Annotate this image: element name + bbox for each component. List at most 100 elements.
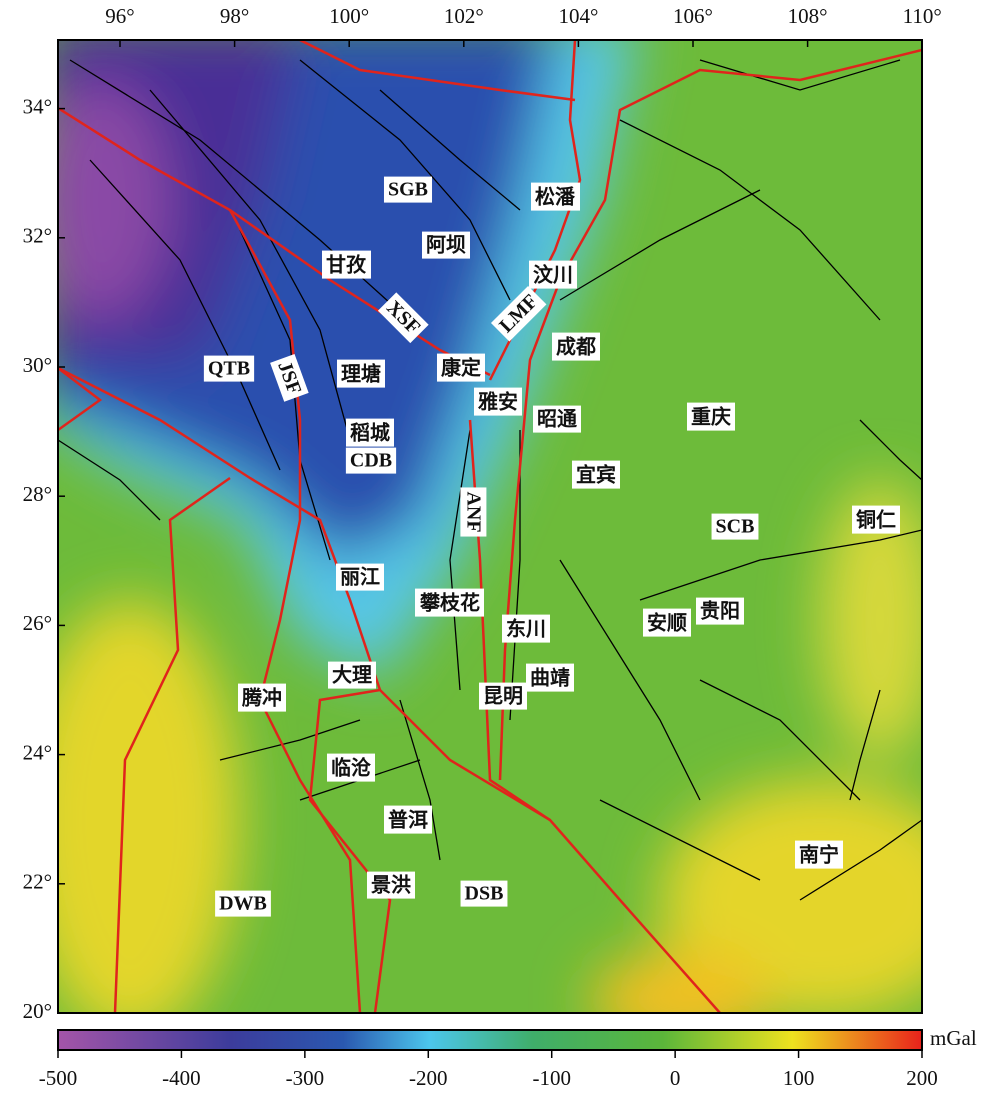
colorbar-tick-label: 200 [906,1066,938,1090]
place-label: 昆明 [479,682,527,710]
label-text: 丽江 [340,566,380,589]
major-faults [58,40,922,1013]
label-box [643,608,691,637]
x-tick-label: 110° [903,4,942,28]
label-text: 昭通 [537,408,577,431]
place-label: 汶川 [529,260,577,289]
label-box [384,805,432,834]
label-text: 铜仁 [856,508,896,532]
x-tick-label: 104° [558,4,598,28]
label-text: DWB [219,893,267,915]
colorbar-tick-label: -300 [286,1066,325,1090]
place-label: 安顺 [643,608,691,637]
label-box [377,292,429,344]
colorbar-tick-label: -100 [532,1066,571,1090]
place-label: 宜宾 [572,460,620,489]
y-tick-label: 28° [23,482,52,506]
place-label: 东川 [502,614,550,643]
label-text: 安顺 [647,611,687,635]
label-box [337,359,385,388]
place-label: 曲靖 [526,663,574,692]
label-text: 景洪 [371,874,411,897]
place-label: 阿坝 [422,231,470,259]
label-text: 理塘 [341,362,381,386]
y-tick-label: 20° [23,999,52,1023]
label-box [415,588,484,617]
place-label: 普洱 [384,805,432,834]
label-text: QTB [208,358,250,380]
label-text: 普洱 [388,808,428,832]
label-text: 康定 [441,356,481,380]
place-label: ANF [460,487,487,537]
label-box [533,405,581,433]
place-label: 昭通 [533,405,581,433]
place-label: 攀枝花 [415,588,484,617]
label-box [328,661,376,689]
label-box [460,880,508,907]
label-box [460,487,487,537]
place-label: 稻城 [346,418,394,447]
place-label: DWB [215,890,271,917]
label-box [203,355,255,382]
colorbar-tick-label: 100 [783,1066,815,1090]
label-box [502,614,550,643]
label-text: ANF [462,491,484,532]
label-text: 大理 [332,664,372,687]
place-label: 铜仁 [852,505,900,534]
y-tick-label: 26° [23,611,52,635]
colorbar-tick-label: 0 [670,1066,681,1090]
label-box [367,871,415,899]
place-label: DSB [460,880,508,907]
place-label: 甘孜 [322,250,371,279]
label-box [346,418,394,447]
label-text: 曲靖 [530,666,570,690]
label-text: 东川 [506,617,546,641]
place-label: 临沧 [327,753,375,782]
map-frame [57,39,923,1014]
y-tick-label: 32° [23,224,52,248]
place-label: 雅安 [474,387,522,416]
label-text: 昆明 [483,685,523,708]
x-tick-label: 106° [673,4,713,28]
label-text: 稻城 [350,421,390,445]
place-label: CDB [345,447,397,474]
label-box [327,753,375,782]
place-label: 成都 [552,332,600,361]
colorbar-tick-label: -200 [409,1066,448,1090]
label-box [529,260,577,289]
label-text: 成都 [556,335,596,359]
place-label: 贵阳 [696,597,744,625]
label-text: 阿坝 [426,234,466,257]
label-text: DSB [465,883,504,905]
x-tick-label: 100° [329,4,369,28]
label-text: 松潘 [535,185,576,209]
label-box [215,890,271,917]
place-label: 腾冲 [238,683,286,712]
label-box [490,285,547,342]
label-box [322,250,371,279]
label-box [270,353,309,402]
label-box [422,231,470,259]
label-text: 临沧 [331,756,371,780]
label-box [711,513,759,540]
label-box [238,683,286,712]
label-box [437,353,485,382]
place-label: SCB [711,513,759,540]
label-text: 汶川 [533,263,573,287]
place-label: 松潘 [531,182,580,211]
x-tick-label: 96° [105,4,134,28]
place-label: 康定 [437,353,485,382]
label-text: 攀枝花 [419,591,480,615]
x-tick-label: 98° [220,4,249,28]
label-text: 宜宾 [576,463,616,487]
label-box [526,663,574,692]
label-text: 腾冲 [242,686,282,710]
label-text: 雅安 [478,390,518,414]
label-text: 甘孜 [326,253,367,277]
label-box [336,563,384,591]
colorbar [57,1029,923,1051]
y-tick-label: 22° [23,870,52,894]
y-tick-label: 24° [23,740,52,764]
label-text: 贵阳 [700,600,740,623]
place-label: 理塘 [337,359,385,388]
